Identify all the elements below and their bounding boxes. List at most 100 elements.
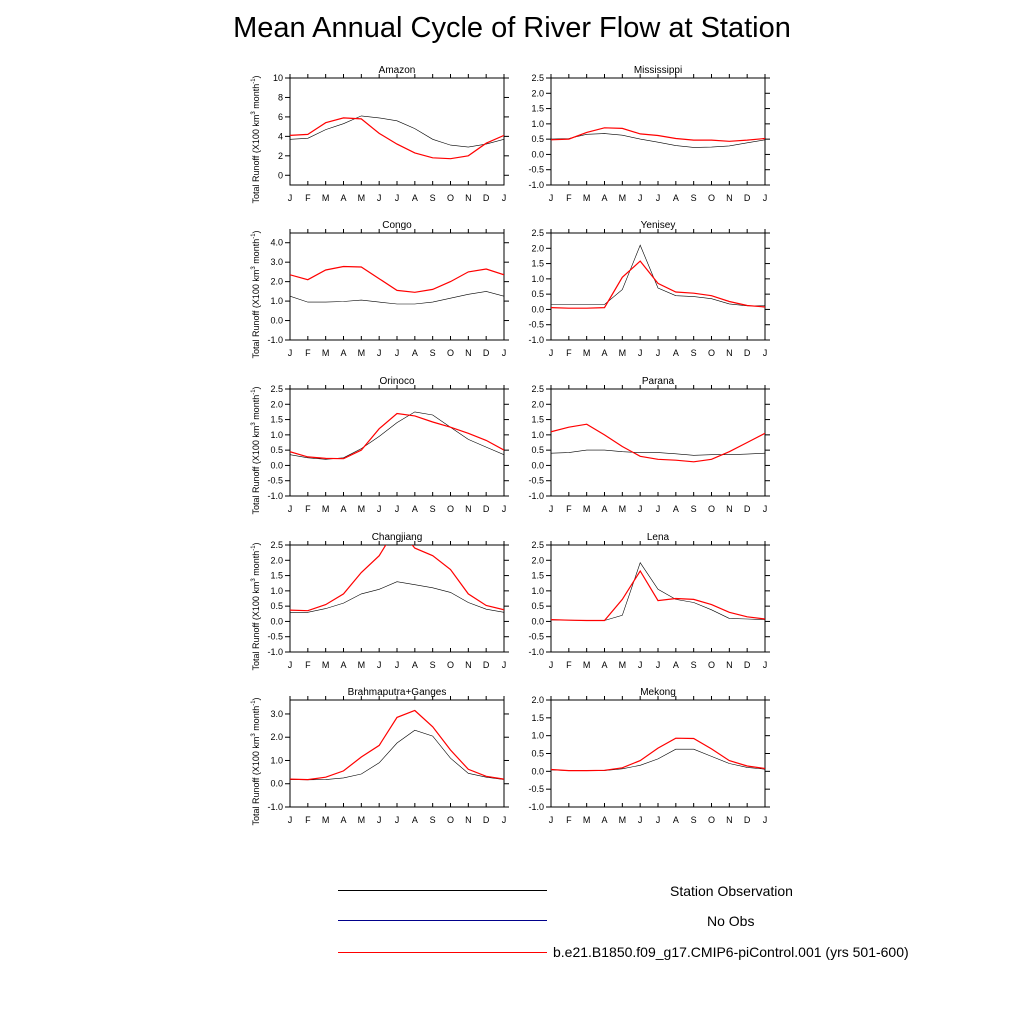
plot-frame [550,699,766,808]
y-tick-label: 3.0 [270,709,283,719]
y-tick-label: 2.0 [270,277,283,287]
model-line-lena [551,569,765,622]
x-tick-label: F [566,348,572,358]
x-tick-label: O [447,348,454,358]
model-line-parana [551,423,765,463]
model-line-congo [290,265,504,293]
y-tick-label: 2.0 [270,732,283,742]
x-tick-label: J [502,504,507,514]
y-tick-label: 2.5 [531,384,544,394]
x-tick-label: J [549,348,554,358]
y-tick-label: -0.5 [528,632,544,642]
y-axis-label: Total Runoff (X100 km3 month-1) [251,542,261,670]
x-tick-label: M [583,504,591,514]
x-tick-label: S [430,193,436,203]
y-tick-label: 1.0 [270,296,283,306]
observation-line-congo [290,291,504,305]
x-tick-label: M [583,348,591,358]
x-tick-label: A [601,348,607,358]
x-tick-label: N [726,504,733,514]
y-tick-label: 0.5 [531,134,544,144]
y-tick-label: 1.5 [531,571,544,581]
x-tick-label: N [465,193,472,203]
x-tick-label: J [763,660,768,670]
y-tick-label: 0.0 [270,616,283,626]
x-tick-label: D [483,348,490,358]
x-tick-label: A [340,504,346,514]
x-tick-label: M [358,193,366,203]
x-tick-label: F [305,815,311,825]
x-tick-label: M [322,193,330,203]
x-tick-label: J [502,815,507,825]
y-tick-label: 0 [278,170,283,180]
y-tick-label: 0.0 [531,149,544,159]
y-tick-label: -1.0 [528,647,544,657]
y-tick-label: 1.0 [270,430,283,440]
x-tick-label: J [549,815,554,825]
x-tick-label: S [691,660,697,670]
x-tick-label: O [708,660,715,670]
y-tick-label: -0.5 [528,320,544,330]
panel-title-brahmaputra-ganges: Brahmaputra+Ganges [348,687,447,698]
y-tick-label: -0.5 [528,784,544,794]
y-tick-label: 4 [278,131,283,141]
y-tick-label: 1.5 [531,415,544,425]
y-axis-label: Total Runoff (X100 km3 month-1) [251,697,261,825]
x-tick-label: J [377,504,382,514]
x-tick-label: D [744,193,751,203]
x-tick-label: J [377,815,382,825]
plot-frame [289,232,505,341]
observation-line-mekong [551,748,765,771]
plot-frame [289,388,505,497]
y-tick-label: 0.0 [531,304,544,314]
y-tick-label: 2.5 [270,384,283,394]
x-tick-label: J [763,504,768,514]
x-tick-label: N [726,660,733,670]
x-tick-label: F [566,193,572,203]
y-tick-label: 2.5 [270,540,283,550]
y-tick-label: 10 [273,73,283,83]
y-tick-label: -1.0 [528,491,544,501]
y-tick-label: 0.0 [531,460,544,470]
y-tick-label: 2.0 [531,555,544,565]
y-tick-label: 1.0 [531,274,544,284]
x-tick-label: J [763,193,768,203]
plot-frame [550,544,766,653]
x-tick-label: M [583,660,591,670]
y-axis-label: Total Runoff (X100 km3 month-1) [251,230,261,358]
x-tick-label: A [601,815,607,825]
panel-title-mekong: Mekong [640,687,676,698]
plot-frame [550,77,766,186]
x-tick-label: N [465,660,472,670]
model-line-yenisey [551,260,765,309]
x-tick-label: M [583,815,591,825]
x-tick-label: S [691,815,697,825]
x-tick-label: S [691,348,697,358]
x-tick-label: M [358,815,366,825]
x-tick-label: A [673,193,679,203]
y-tick-label: 1.0 [531,119,544,129]
y-tick-label: 0.5 [531,601,544,611]
y-tick-label: 0.5 [270,445,283,455]
x-tick-label: F [566,660,572,670]
x-tick-label: F [305,193,311,203]
y-tick-label: -1.0 [528,802,544,812]
y-axis-label: Total Runoff (X100 km3 month-1) [251,386,261,514]
y-tick-label: -0.5 [528,165,544,175]
x-tick-label: O [447,193,454,203]
panel-title-lena: Lena [647,532,670,543]
x-tick-label: A [673,348,679,358]
y-tick-label: 1.5 [531,104,544,114]
x-tick-label: J [763,815,768,825]
observation-line-lena [551,562,765,621]
x-tick-label: O [447,660,454,670]
y-tick-label: 2.5 [531,540,544,550]
observation-line-parana [551,449,765,456]
model-line-changjiang [290,545,504,612]
y-tick-label: 2 [278,151,283,161]
